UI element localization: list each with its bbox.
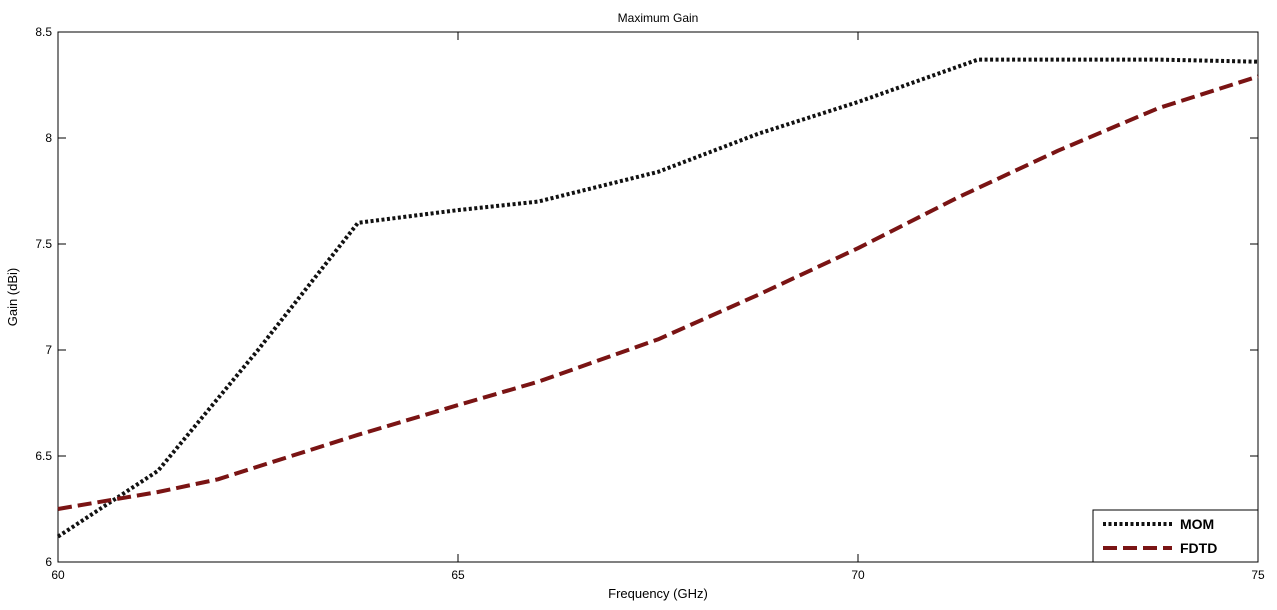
x-tick-label: 60: [51, 568, 65, 582]
y-tick-label: 7: [45, 343, 52, 357]
y-axis-label: Gain (dBi): [5, 268, 20, 327]
x-tick-label: 75: [1251, 568, 1265, 582]
x-axis: 60 65 70 75: [51, 32, 1265, 582]
plot-area: 60 65 70 75 6 6.5 7 7.5 8 8.5: [35, 25, 1265, 582]
legend-label-mom: MOM: [1180, 516, 1214, 532]
series-layer: [56, 57, 1259, 539]
plot-frame: [57, 31, 1259, 563]
legend-label-fdtd: FDTD: [1180, 540, 1217, 556]
legend-box: [1092, 509, 1259, 563]
y-tick-label: 8.5: [35, 25, 52, 39]
y-axis: 6 6.5 7 7.5 8 8.5: [35, 25, 1258, 569]
x-axis-label: Frequency (GHz): [608, 586, 708, 601]
series-line-fdtd: [57, 74, 1259, 511]
y-tick-label: 7.5: [35, 237, 52, 251]
series-line-mom: [56, 57, 1259, 539]
y-tick-label: 6: [45, 555, 52, 569]
x-tick-label: 70: [851, 568, 865, 582]
x-tick-label: 65: [451, 568, 465, 582]
y-tick-label: 8: [45, 131, 52, 145]
chart-title: Maximum Gain: [618, 11, 699, 25]
legend: MOM FDTD: [1092, 509, 1259, 563]
y-tick-label: 6.5: [35, 449, 52, 463]
